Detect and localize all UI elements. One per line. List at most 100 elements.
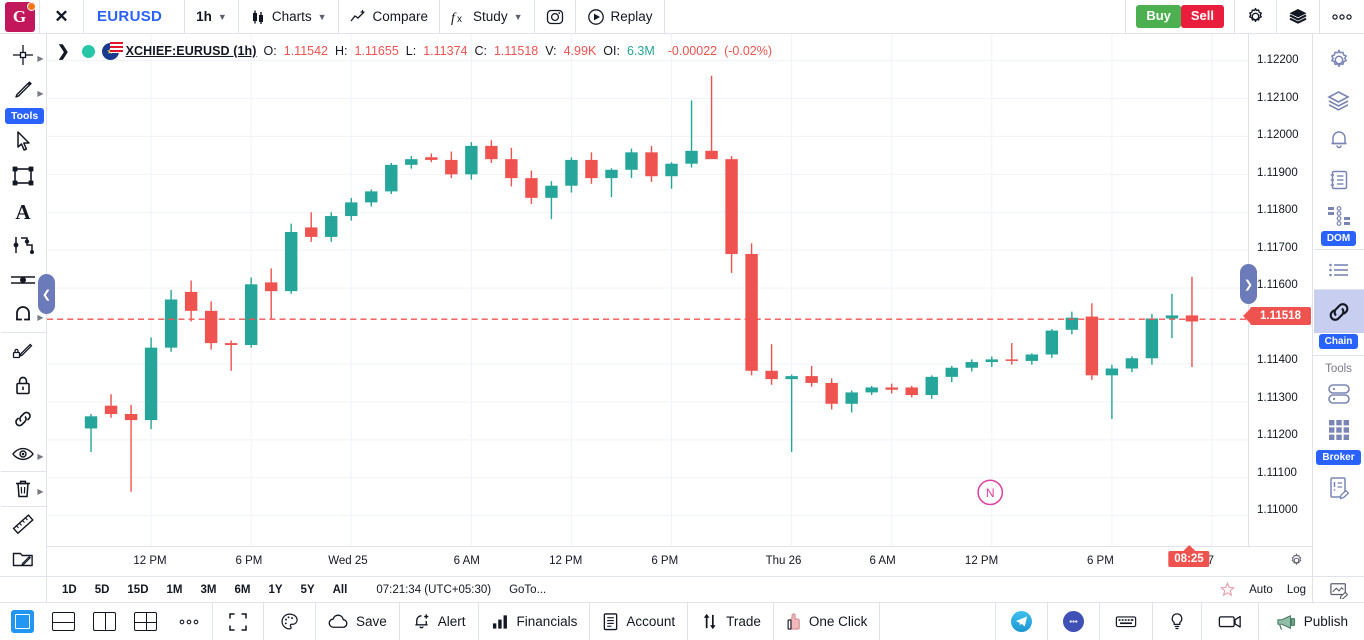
range-button-5y[interactable]: 5Y	[300, 583, 315, 596]
goto-button[interactable]: GoTo...	[509, 583, 547, 596]
publish-button[interactable]: Publish	[1259, 603, 1364, 640]
vertical-split-icon[interactable]	[84, 603, 125, 640]
single-layout-icon[interactable]	[0, 603, 43, 640]
save-button[interactable]: Save	[316, 603, 400, 640]
chain-link-icon[interactable]	[1313, 289, 1364, 333]
chart-settings-icon[interactable]	[1314, 40, 1364, 80]
price-axis[interactable]: ❯ 1.12200 1.12100 1.12000 1.11900 1.11800 1.1…	[1240, 34, 1312, 546]
financials-button[interactable]: Financials	[479, 603, 591, 640]
tfbar-lead-spacer	[0, 577, 47, 602]
lock-drawing-icon[interactable]	[0, 332, 46, 367]
openinterest-label: OI:	[603, 44, 620, 58]
text-tool-icon[interactable]: A	[1, 193, 46, 228]
collapse-left-rail-handle[interactable]: ❮	[38, 274, 55, 314]
shape-rectangle-icon[interactable]	[1, 158, 46, 193]
log-scale-button[interactable]: Log	[1286, 583, 1306, 596]
time-tick-label: 6 PM	[651, 555, 679, 567]
trade-button[interactable]: Trade	[688, 603, 774, 640]
eye-hide-icon[interactable]: ▶	[1, 437, 46, 472]
range-button-15d[interactable]: 15D	[127, 583, 149, 596]
layers-panel-icon[interactable]	[1314, 80, 1364, 120]
grid-apps-icon[interactable]	[1314, 411, 1364, 449]
more-options-button[interactable]	[1320, 0, 1364, 33]
lock-icon[interactable]	[1, 367, 46, 402]
link-icon[interactable]	[1, 402, 46, 437]
watchlist-icon[interactable]	[1313, 249, 1364, 289]
chat-icon[interactable]	[1048, 603, 1100, 640]
fullscreen-icon[interactable]	[213, 603, 264, 640]
star-icon[interactable]	[1220, 582, 1236, 597]
replay-button[interactable]: Replay	[576, 0, 665, 33]
broker-report-icon[interactable]	[1314, 468, 1364, 508]
app-logo[interactable]: G	[0, 0, 40, 33]
notes-panel-icon[interactable]	[1314, 160, 1364, 200]
bottom-toolbar: Save Alert	[0, 602, 1364, 640]
study-button[interactable]: f x Study ▼	[440, 0, 535, 33]
chart-legend: ❯ XCHIEF:EURUSD (1h) O: 1.11542 H: 1.116…	[57, 41, 772, 60]
top-toolbar: G ✕ EURUSD 1h ▼ Charts ▼	[0, 0, 1364, 34]
range-button-1d[interactable]: 1D	[62, 583, 77, 596]
x-logo-icon[interactable]: ✕	[40, 0, 84, 33]
bar-chart-icon	[491, 613, 510, 630]
buy-button[interactable]: Buy	[1136, 5, 1181, 28]
time-axis[interactable]: 12 PM 6 PM Wed 25 6 AM 12 PM 6 PM Thu 26 6 AM 12…	[47, 546, 1312, 576]
telegram-icon[interactable]	[996, 603, 1048, 640]
low-label: L:	[405, 44, 417, 58]
ruler-icon[interactable]	[0, 506, 46, 541]
chevron-right-icon: ▶	[37, 53, 44, 63]
cursor-arrow-icon[interactable]	[1, 124, 46, 159]
range-button-1m[interactable]: 1M	[166, 583, 183, 596]
range-button-all[interactable]: All	[332, 583, 348, 596]
time-tick-label: 12 PM	[133, 555, 167, 567]
chart-plot[interactable]: N	[47, 34, 1248, 546]
auto-scale-button[interactable]: Auto	[1249, 583, 1273, 596]
snapshot-button[interactable]	[535, 0, 576, 33]
bottom-bar-spacer	[880, 603, 996, 640]
video-camera-icon[interactable]	[1202, 603, 1259, 640]
settings-button[interactable]	[1235, 0, 1277, 33]
lightbulb-icon[interactable]	[1153, 603, 1202, 640]
trash-icon[interactable]: ▶	[0, 471, 46, 506]
folder-drawing-icon[interactable]	[1, 541, 46, 576]
collapse-right-rail-handle[interactable]: ❯	[1240, 264, 1257, 304]
time-axis-settings-icon[interactable]	[1289, 553, 1304, 568]
alert-label: Alert	[437, 614, 466, 629]
volume-label: V:	[545, 44, 557, 58]
screenshot-icon[interactable]	[1312, 577, 1364, 602]
measure-pattern-icon[interactable]	[1, 228, 46, 263]
quad-split-icon[interactable]	[125, 603, 166, 640]
legend-ticker[interactable]: XCHIEF:EURUSD (1h)	[125, 44, 257, 58]
alert-button[interactable]: Alert	[400, 603, 479, 640]
compare-button[interactable]: Compare	[339, 0, 441, 33]
pencil-trendline-icon[interactable]: ▶	[1, 73, 46, 108]
keyboard-icon[interactable]	[1100, 603, 1153, 640]
layers-button[interactable]	[1277, 0, 1320, 33]
range-button-6m[interactable]: 6M	[234, 583, 251, 596]
symbol-selector[interactable]: EURUSD	[84, 0, 186, 33]
range-button-5d[interactable]: 5D	[94, 583, 110, 596]
save-label: Save	[356, 614, 387, 629]
panels-icon[interactable]	[1314, 377, 1364, 411]
chain-badge: Chain	[1318, 334, 1359, 349]
horizontal-line-icon[interactable]	[1, 263, 46, 298]
thumb-click-icon	[786, 612, 802, 631]
time-tick-label: 6 PM	[235, 555, 263, 567]
palette-icon[interactable]	[264, 603, 316, 640]
bell-alert-icon[interactable]	[1314, 120, 1364, 160]
chart-clock: 07:21:34 (UTC+05:30)	[376, 583, 492, 596]
dom-ladder-icon[interactable]	[1314, 200, 1364, 230]
account-button[interactable]: Account	[590, 603, 689, 640]
current-price-badge: 1.11518	[1250, 306, 1311, 325]
one-click-button[interactable]: One Click	[774, 603, 881, 640]
expand-legend-icon[interactable]: ❯	[57, 43, 70, 60]
magnet-icon[interactable]: ▶	[1, 297, 46, 332]
more-layouts-icon[interactable]	[166, 603, 213, 640]
crosshair-icon[interactable]: ▶	[1, 38, 46, 73]
sell-button[interactable]: Sell	[1180, 5, 1224, 28]
range-button-1y[interactable]: 1Y	[268, 583, 283, 596]
timeframe-label: 1h	[196, 9, 212, 24]
timeframe-selector[interactable]: 1h ▼	[185, 0, 239, 33]
horizontal-split-icon[interactable]	[43, 603, 84, 640]
chart-type-selector[interactable]: Charts ▼	[239, 0, 339, 33]
range-button-3m[interactable]: 3M	[200, 583, 217, 596]
